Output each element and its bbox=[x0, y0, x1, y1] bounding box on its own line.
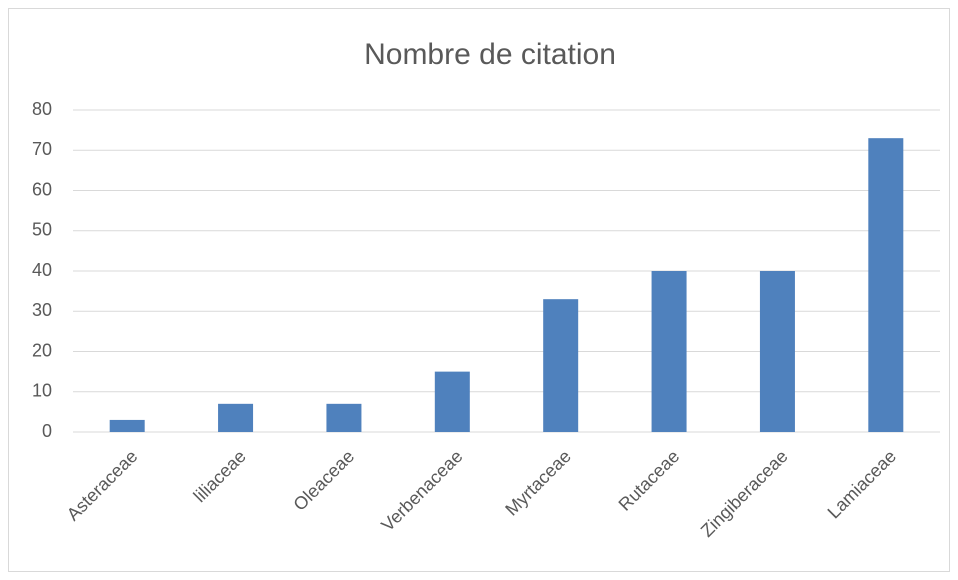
y-tick-label: 80 bbox=[32, 99, 52, 119]
bar bbox=[868, 138, 904, 433]
y-tick-label: 60 bbox=[32, 179, 52, 199]
bar bbox=[759, 271, 795, 432]
bar bbox=[218, 403, 254, 432]
bar bbox=[326, 403, 362, 432]
y-tick-label: 30 bbox=[32, 300, 52, 320]
y-tick-label: 20 bbox=[32, 340, 52, 360]
y-tick-label: 70 bbox=[32, 139, 52, 159]
bar bbox=[651, 271, 687, 432]
chart-title: Nombre de citation bbox=[364, 38, 616, 71]
y-tick-label: 10 bbox=[32, 381, 52, 401]
bar bbox=[109, 419, 145, 432]
y-tick-label: 40 bbox=[32, 260, 52, 280]
y-tick-label: 0 bbox=[42, 421, 52, 441]
bar bbox=[543, 299, 579, 432]
y-tick-label: 50 bbox=[32, 220, 52, 240]
bar bbox=[434, 371, 470, 432]
chart-border bbox=[8, 8, 950, 572]
